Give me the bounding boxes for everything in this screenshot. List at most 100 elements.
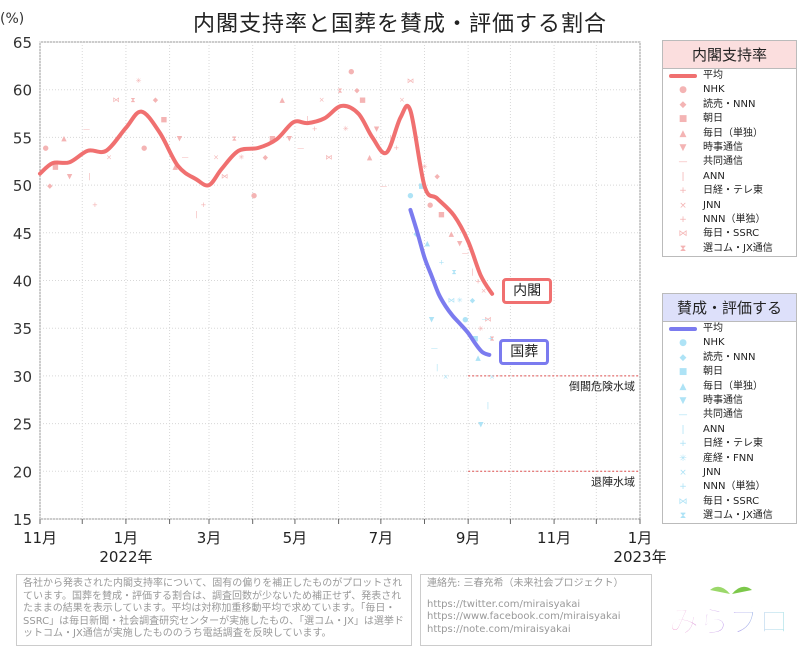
legend-label: 共同通信 [703,156,743,168]
cabinet-survey-point: ⧗ [130,96,135,104]
legend-marker: × [679,467,687,478]
grid [39,41,641,520]
cabinet-survey-point: | [306,115,308,123]
cabinet-survey-point: — [462,249,469,257]
legend-marker: × [679,200,687,211]
cabinet-survey-point: ▲ [61,134,67,142]
series-line-cabinet [38,103,495,296]
year-label: 2022年 [99,548,152,566]
legend-item: ⋈ 毎日・SSRC [663,495,796,509]
footer-note: 各社から発表された内閣支持率について、固有の偏りを補正したものがプロットされてい… [16,574,412,646]
legend-item: | ANN [663,423,796,437]
funeral-survey-point: | [487,402,489,410]
cabinet-survey-point: ⋈ [484,316,491,324]
legend-item: + NNN（単独） [663,213,796,227]
logo: みらプロ [669,586,790,641]
cabinet-survey-point: — [182,153,189,161]
funeral-survey-point: × [489,373,495,381]
cabinet-survey-point: ■ [52,163,59,171]
legend-label: 選コム・JX通信 [703,242,773,254]
legend-label: NNN（単独） [703,481,766,493]
series-line-funeral [408,207,492,357]
logo-text: みらプロ [669,605,789,640]
cabinet-survey-point: ✳ [343,125,349,133]
legend-marker [663,327,703,332]
legend-item: ◆ 読売・NNN [663,351,796,365]
legend-item: + NNN（単独） [663,480,796,494]
legend-item: — 共同通信 [663,408,796,422]
average-lines [38,103,495,357]
legend-label: 朝日 [703,366,723,378]
axes: 15 20 25 30 35 40 45 50 55 60 65 (%) 11月 1月 3月 5月 7月 9月 11… [0,11,667,566]
y-tick-label: 50 [13,177,32,195]
link-twitter[interactable]: https://twitter.com/miraisyakai [427,598,581,610]
legend-marker: ▼ [679,142,687,153]
x-tick-label: 1月 [114,529,139,547]
legend-item: × JNN [663,466,796,480]
legend-marker: ▼ [679,395,687,406]
legend-item: ● NHK [663,336,796,350]
legend-label: 読売・NNN [703,351,756,363]
legend-label: 平均 [703,323,723,334]
legend-label: NHK [703,84,725,96]
legend-item: ⧗ 選コム・JX通信 [663,509,796,523]
cabinet-survey-point: ✳ [136,77,142,85]
legend-item: × JNN [663,199,796,213]
year-label: 2023年 [613,548,666,566]
funeral-survey-point: + [438,258,444,266]
cabinet-survey-point: + [312,125,318,133]
link-facebook[interactable]: https://www.facebook.com/miraisyakai [427,611,621,622]
cabinet-survey-point: × [481,287,487,295]
contact-label: 連絡先: 三春充希（未来社会プロジェクト） [427,578,624,589]
cabinet-survey-point: ■ [438,211,445,219]
legend-marker: ■ [678,367,688,378]
legend-item: ▼ 時事通信 [663,394,796,408]
funeral-tag: 国葬 [499,338,550,365]
cabinet-survey-point: × [213,153,219,161]
legend-item: ⋈ 毎日・SSRC [663,227,796,241]
funeral-survey-point: — [431,344,438,352]
legend-item: — 共同通信 [663,155,796,169]
x-tick-label: 7月 [369,529,394,547]
funeral-survey-point: — [482,316,489,324]
funeral-survey-point: ■ [418,182,425,190]
legend-label: 毎日・SSRC [703,228,760,240]
legend-item: + 日経・テレ東 [663,437,796,451]
cabinet-survey-point: ⋈ [407,77,414,85]
cabinet-survey-point: ◆ [434,173,440,181]
legend-label: 日経・テレ東 [703,438,763,450]
link-note[interactable]: https://note.com/miraisyakai [427,623,571,635]
legend-label: 毎日・SSRC [703,495,760,507]
funeral-survey-point: + [488,335,494,343]
funeral-survey-point: ■ [472,335,479,343]
legend-label: 産経・FNN [703,452,754,464]
legend-marker: | [681,171,685,182]
x-tick-label: 5月 [283,529,308,547]
legend-item: ■ 朝日 [663,112,796,126]
legend-item: ▼ 時事通信 [663,141,796,155]
cabinet-survey-point: ✳ [238,153,244,161]
legend-item: ⧗ 選コム・JX通信 [663,242,796,256]
cabinet-survey-point: ● [141,144,147,152]
legend-label: 時事通信 [703,141,743,153]
legend-label: ANN [703,423,725,435]
legend-label: 読売・NNN [703,98,756,110]
cabinet-survey-point: + [92,201,98,209]
cabinet-survey-point: ◆ [47,182,53,190]
scatter-points: ●◆■▲▼—|+×⋈ ⧗✳●◆■▲▼—|+×⋈⧗✳●◆■▲▼—|+×⋈⧗✳●◆■▲… [43,68,495,429]
cabinet-survey-point: ● [251,192,257,200]
legend-label: 平均 [703,70,723,81]
funeral-survey-point: ● [407,192,413,200]
y-tick-label: 55 [13,129,32,147]
cabinet-survey-point: ✳ [478,325,484,333]
legend-label: JNN [703,199,721,211]
cabinet-survey-point: ◆ [153,96,159,104]
legend-marker: ● [679,85,687,96]
y-tick-label: 35 [13,320,32,338]
cabinet-survey-point: ▲ [449,230,455,238]
cabinet-survey-point: × [399,96,405,104]
y-tick-label: 40 [13,273,32,291]
cabinet-tag: 内閣 [502,277,553,304]
